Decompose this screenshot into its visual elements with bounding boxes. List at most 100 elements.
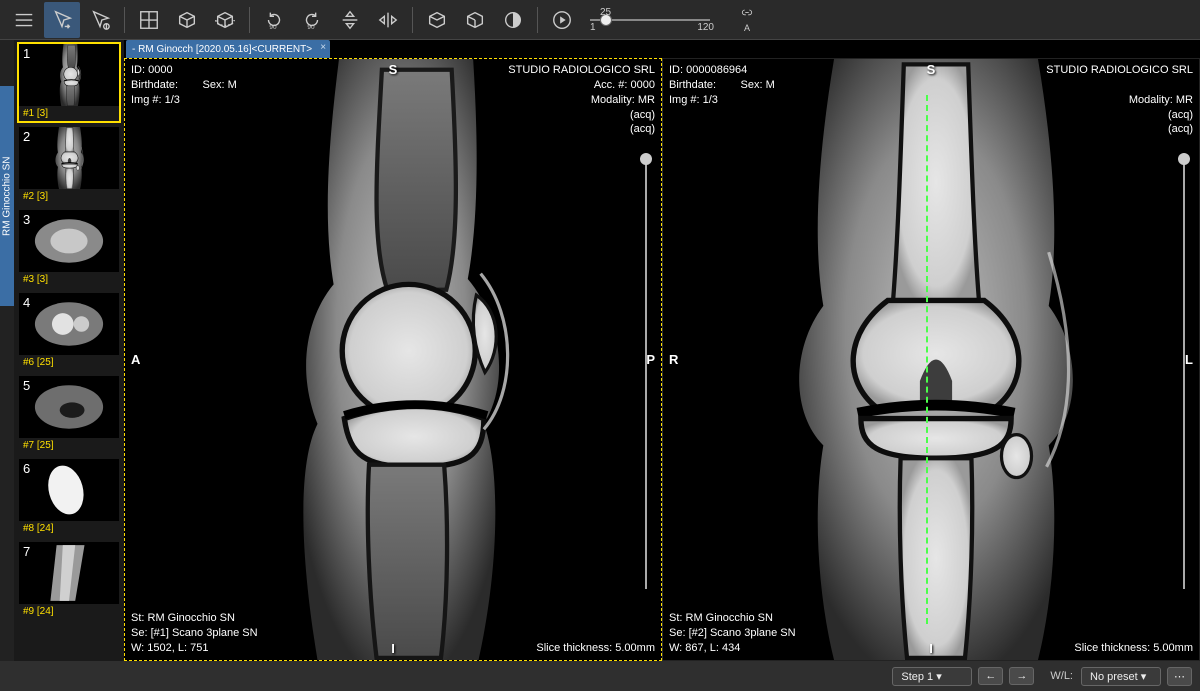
slider-thumb[interactable]	[640, 153, 652, 165]
slider-min: 1	[590, 22, 596, 33]
cine-play-icon	[551, 9, 573, 31]
wl-preset-select[interactable]: No preset ▾	[1081, 667, 1161, 686]
orient-bottom: I	[391, 640, 395, 658]
rotate-cw-button[interactable]: 90	[294, 2, 330, 38]
rotate-ccw-button[interactable]: 90	[256, 2, 292, 38]
rotate-ccw-90-icon: 90	[263, 9, 285, 31]
thumbnail-caption: #6 [25]	[19, 355, 119, 370]
volume-rotate-button[interactable]	[207, 2, 243, 38]
study-tab-title: - RM Ginocch [2020.05.16]<CURRENT>	[132, 44, 312, 55]
next-button[interactable]: →	[1009, 667, 1034, 685]
separator	[412, 7, 413, 33]
orient-top: S	[389, 61, 398, 79]
top-toolbar: 90 90 1 25 120 A	[0, 0, 1200, 40]
chevron-down-icon: ▾	[936, 671, 942, 683]
main-area: RM Ginocchio SN 1 #1 [3] 2 #2 [3] 3#3 [3] 4 #6…	[0, 40, 1200, 661]
cube-b-icon	[464, 9, 486, 31]
bottom-toolbar: Step 1 ▾ ← → W/L: No preset ▾ ⋯	[0, 661, 1200, 691]
close-icon[interactable]: ×	[320, 42, 326, 53]
orient-left: A	[131, 351, 140, 369]
pointer-scroll-icon	[51, 9, 73, 31]
step-label: Step 1	[901, 671, 933, 683]
crosshair-line	[926, 95, 928, 624]
more-button[interactable]: ⋯	[1167, 667, 1192, 686]
thumbnail-number: 5	[23, 378, 30, 393]
slider-max: 120	[697, 22, 714, 33]
pointer-contrast-icon	[89, 9, 111, 31]
overlay-top-left: ID: 0000086964Birthdate: Sex: MImg #: 1/…	[669, 63, 775, 108]
separator	[249, 7, 250, 33]
thumbnail-column[interactable]: 1 #1 [3] 2 #2 [3] 3#3 [3] 4 #6 [25] 5 #7 [25] 6#8…	[14, 40, 124, 661]
overlay-top-right: STUDIO RADIOLOGICO SRL Modality: MR(acq)…	[1046, 63, 1193, 137]
flip-v-icon	[339, 9, 361, 31]
thumbnail[interactable]: 6#8 [24]	[19, 459, 119, 536]
flip-vertical-button[interactable]	[332, 2, 368, 38]
cine-play-button[interactable]	[544, 2, 580, 38]
thumbnail[interactable]: 2 #2 [3]	[19, 127, 119, 204]
slice-slider[interactable]	[645, 159, 647, 589]
mri-image	[663, 59, 1199, 660]
rotate-cw-90-icon: 90	[301, 9, 323, 31]
slider-thumb[interactable]	[1178, 153, 1190, 165]
orient-right: L	[1185, 351, 1193, 369]
thumbnail-caption: #2 [3]	[19, 189, 119, 204]
chevron-down-icon: ▾	[1141, 671, 1147, 683]
viewport[interactable]: SIRLID: 0000086964Birthdate: Sex: MImg #…	[662, 58, 1200, 661]
step-select[interactable]: Step 1 ▾	[892, 667, 972, 686]
svg-text:90: 90	[307, 24, 315, 31]
cube-rotate-icon	[214, 9, 236, 31]
viewport[interactable]: SIAPID: 0000Birthdate: Sex: MImg #: 1/3S…	[124, 58, 662, 661]
flip-horizontal-button[interactable]	[370, 2, 406, 38]
thumbnail-number: 7	[23, 544, 30, 559]
series-tab[interactable]: RM Ginocchio SN	[0, 86, 14, 306]
thumbnail-caption: #7 [25]	[19, 438, 119, 453]
wl-label: W/L:	[1050, 670, 1073, 682]
overlay-bottom-left: St: RM Ginocchio SNSe: [#1] Scano 3plane…	[131, 611, 258, 656]
cube-icon	[176, 9, 198, 31]
overlay-top-left: ID: 0000Birthdate: Sex: MImg #: 1/3	[131, 63, 237, 108]
volume-a-button[interactable]	[169, 2, 205, 38]
menu-button[interactable]	[6, 2, 42, 38]
thumbnail[interactable]: 3#3 [3]	[19, 210, 119, 287]
volume-b-button[interactable]	[419, 2, 455, 38]
overlay-bottom-right: Slice thickness: 5.00mm	[1074, 641, 1193, 656]
thumbnail-number: 4	[23, 295, 30, 310]
series-tab-label: RM Ginocchio SN	[2, 156, 13, 235]
mri-image	[125, 59, 661, 660]
orient-top: S	[927, 61, 936, 79]
menu-icon	[13, 9, 35, 31]
prev-button[interactable]: ←	[978, 667, 1003, 685]
thumbnail[interactable]: 5 #7 [25]	[19, 376, 119, 453]
svg-text:90: 90	[269, 24, 277, 31]
layout-button[interactable]	[131, 2, 167, 38]
volume-c-button[interactable]	[457, 2, 493, 38]
slider-mid: 25	[600, 7, 611, 18]
thumbnail-number: 1	[23, 46, 30, 61]
separator	[537, 7, 538, 33]
thumbnail-image	[19, 542, 119, 604]
thumbnail-image	[19, 459, 119, 521]
study-tab[interactable]: - RM Ginocch [2020.05.16]<CURRENT> ×	[126, 40, 330, 58]
thumbnail-caption: #1 [3]	[19, 106, 119, 121]
slice-slider[interactable]	[1183, 159, 1185, 589]
thumbnail-image	[19, 210, 119, 272]
thumbnail-caption: #8 [24]	[19, 521, 119, 536]
invert-icon	[502, 9, 524, 31]
overlay-bottom-left: St: RM Ginocchio SNSe: [#2] Scano 3plane…	[669, 611, 796, 656]
sync-button[interactable]: A	[732, 6, 762, 33]
thumbnail[interactable]: 7#9 [24]	[19, 542, 119, 619]
thumbnail-number: 2	[23, 129, 30, 144]
orient-left: R	[669, 351, 678, 369]
flip-h-icon	[377, 9, 399, 31]
thumbnail-image	[19, 44, 119, 106]
cube-a-icon	[426, 9, 448, 31]
scroll-tool-button[interactable]	[44, 2, 80, 38]
thumbnail[interactable]: 4 #6 [25]	[19, 293, 119, 370]
separator	[124, 7, 125, 33]
invert-button[interactable]	[495, 2, 531, 38]
thumbnail[interactable]: 1 #1 [3]	[19, 44, 119, 121]
viewports: - RM Ginocch [2020.05.16]<CURRENT> × S I A…	[124, 40, 1200, 661]
contrast-tool-button[interactable]	[82, 2, 118, 38]
series-tab-strip: RM Ginocchio SN	[0, 40, 14, 661]
cine-speed-slider[interactable]: 1 25 120	[590, 19, 710, 21]
